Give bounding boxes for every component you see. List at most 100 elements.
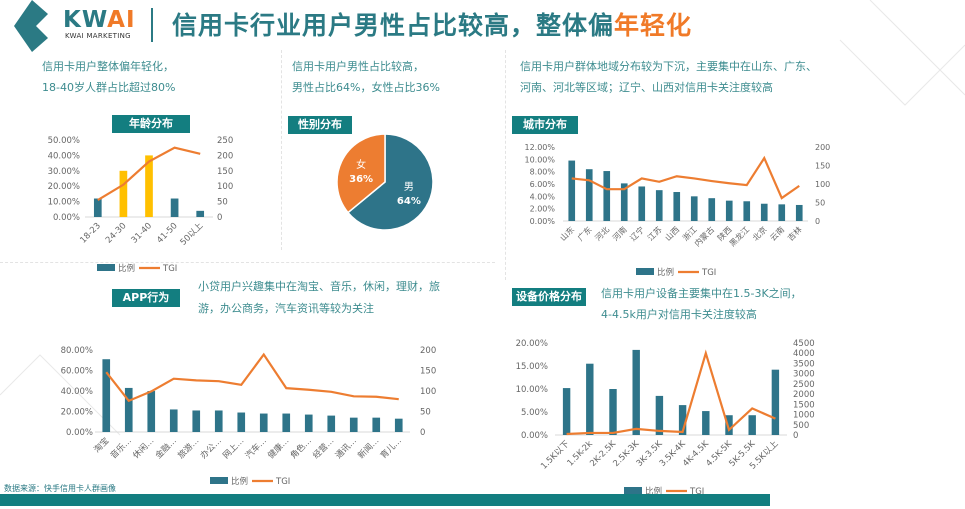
brand-logo: KWAI [63,7,136,33]
bar [678,405,687,435]
gender-tag: 性别分布 [288,116,352,134]
y-right-tick-label: 1000 [793,411,815,421]
legend-bar-label: 比例 [231,476,248,487]
page-title: 信用卡行业用户男性占比较高，整体偏年轻化 [172,6,692,42]
pie-label: 男 [404,181,414,193]
bar [632,349,640,435]
legend-line-label: TGI [689,487,704,497]
y-left-tick-label: 6.00% [530,180,556,189]
bar [655,395,664,435]
legend-bar-label: 比例 [657,267,674,278]
data-source: 数据来源：快手信用卡人群画像 [4,484,116,493]
bar [673,192,681,221]
y-right-tick-label: 150 [420,367,436,377]
bar [349,417,358,432]
x-tick-label: 淘宝 [92,435,112,455]
bar [690,196,698,221]
bar [603,171,611,221]
x-tick-label: 金融… [153,435,179,461]
bar [124,387,133,432]
bar [237,412,246,432]
y-right-tick-label: 500 [793,421,809,431]
y-right-tick-label: 3500 [793,359,815,369]
y-right-tick-label: 50 [420,408,431,418]
bar [725,200,733,221]
y-right-tick-label: 3000 [793,370,815,380]
gender-description: 信用卡用户男性占比较高， 男性占比64%，女性占比36% [292,60,440,94]
title-main: 信用卡行业用户男性占比较高，整体偏 [172,11,615,40]
y-left-tick-label: 40.00% [61,387,93,397]
y-right-tick-label: 200 [217,151,233,161]
bar [725,415,733,435]
x-tick-label: 黑龙江 [727,224,751,248]
x-tick-label: 网上… [221,436,246,461]
bar [169,409,178,432]
y-right-tick-label: 1500 [793,400,815,410]
bar [771,369,780,435]
bar [394,418,403,432]
bar [102,359,111,432]
bar [586,363,594,435]
device-description: 信用卡用户设备主要集中在1.5-3K之间， 4-4.5k用户对信用卡关注度较高 [601,287,802,321]
y-right-tick-label: 4000 [793,349,815,359]
brand-subtitle: KWAI MARKETING [65,32,131,40]
age-tag: 年龄分布 [112,115,190,133]
footer-bar [0,494,770,506]
legend-bar-label: 比例 [118,263,135,274]
y-right-tick-label: 100 [420,387,436,397]
y-right-tick-label: 2000 [793,390,815,400]
y-left-tick-label: 15.00% [516,362,548,372]
chart-gender: 男 64% 女 36% [336,133,434,231]
x-tick-label: 41-50 [155,221,180,246]
bar [259,413,268,432]
y-left-tick-label: 0.00% [521,431,548,441]
y-left-tick-label: 2.00% [530,205,556,214]
y-right-tick-label: 0 [420,428,425,438]
brand-accent-text: AI [107,7,136,33]
x-tick-label: 经营… [311,435,337,461]
y-left-tick-label: 20.00% [48,182,80,192]
y-left-tick-label: 80.00% [61,346,93,356]
separator [505,50,506,280]
y-left-tick-label: 60.00% [61,367,93,377]
bar [147,391,156,432]
city-tag: 城市分布 [512,116,578,134]
x-tick-label: 音乐… [108,435,134,461]
bar [93,198,102,217]
y-right-tick-label: 4500 [793,339,815,349]
bar [638,186,646,221]
x-tick-label: 通讯… [333,435,359,461]
brand-text: KW [63,7,108,33]
bar [192,410,201,432]
y-right-tick-label: 100 [217,182,233,192]
y-right-tick-label: 0 [815,217,820,226]
legend-bar-swatch [97,264,115,271]
y-right-tick-label: 0 [793,431,798,441]
bar [327,415,336,432]
y-right-tick-label: 100 [815,180,830,189]
y-right-tick-label: 2500 [793,380,815,390]
y-right-tick-label: 50 [217,198,228,208]
y-right-tick-label: 200 [815,143,830,152]
bar [760,203,768,221]
app-description: 小贷用户兴趣集中在淘宝、音乐，休闲，理财，旅 游，办公商务，汽车资讯等较为关注 [198,280,440,315]
x-tick-label: 山西 [663,224,681,242]
age-description: 信用卡用户整体偏年轻化， 18-40岁人群占比超过80% [42,60,176,94]
bar [748,415,756,435]
x-tick-label: 吉林 [785,224,803,242]
x-tick-label: 办公… [198,435,224,461]
x-tick-label: 1.5K以下 [539,439,572,472]
pie-slice [336,133,386,214]
x-tick-label: 休闲… [131,435,157,461]
bar [795,204,803,221]
bar [170,198,179,217]
x-tick-label: 汽车… [243,435,269,461]
device-tag: 设备价格分布 [512,288,586,306]
x-tick-label: 健康… [266,435,292,461]
bar [778,204,786,221]
separator [281,50,282,250]
y-left-tick-label: 4.00% [530,192,556,201]
